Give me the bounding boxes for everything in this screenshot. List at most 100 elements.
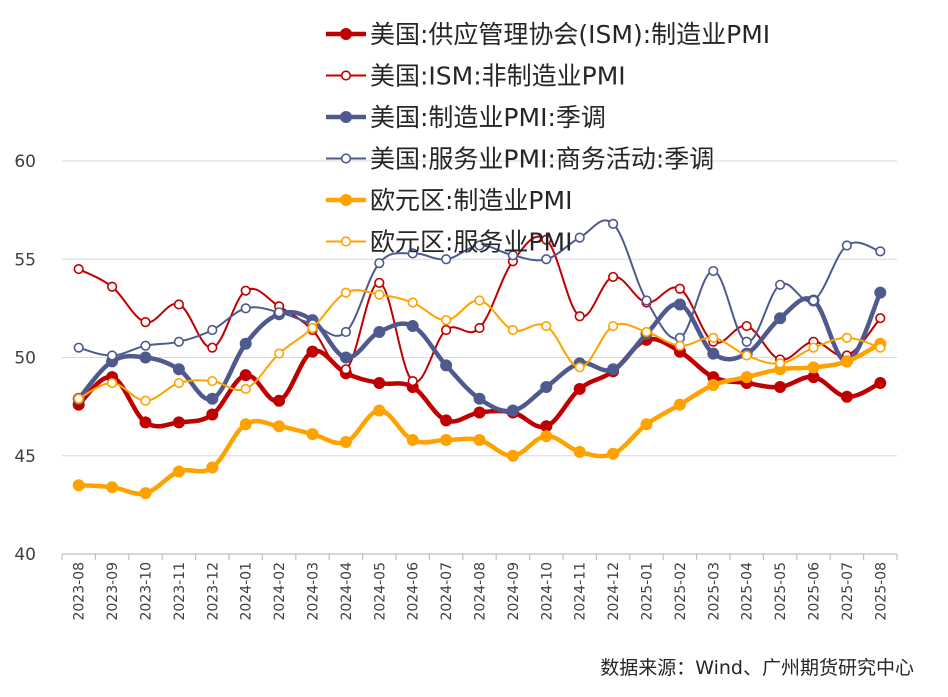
data-point [441,315,452,326]
data-point [140,340,151,351]
data-point [373,377,386,390]
data-point [674,283,686,294]
data-point [507,250,519,261]
data-point [306,345,319,358]
data-point [707,379,720,392]
data-point [441,254,452,265]
data-point [774,358,786,369]
data-point [708,332,719,343]
source-note: 数据来源：Wind、广州期货研究中心 [600,657,914,679]
data-point [273,394,286,407]
data-point [541,254,552,265]
data-point [373,404,386,417]
data-point [607,363,620,376]
x-axis [61,553,898,560]
data-point [407,297,418,308]
series-2 [73,234,886,387]
data-point [340,326,352,338]
series-1 [72,333,887,433]
x-tick-label: 2024-03 [306,562,322,621]
data-point [273,420,286,433]
data-point [740,371,753,384]
legend-item: 欧元区:服务业PMI [326,228,572,257]
data-point [140,395,151,406]
data-point [441,324,452,336]
data-point [407,375,418,387]
x-tick-label: 2025-05 [773,562,789,621]
data-point [506,404,519,417]
data-point [874,286,887,299]
legend-item: 美国:供应管理协会(ISM):制造业PMI [326,20,770,49]
data-point [173,377,184,389]
x-tick-label: 2024-09 [506,562,522,621]
data-point [106,377,118,389]
data-point [774,380,787,393]
x-tick-label: 2023-09 [105,562,121,621]
data-point [140,317,151,328]
legend-label: 美国:制造业PMI:季调 [370,103,606,132]
legend: 美国:供应管理协会(ISM):制造业PMI 美国:ISM:非制造业PMI 美国:制造… [326,20,770,257]
legend-label: 美国:ISM:非制造业PMI [370,62,626,91]
data-point [374,289,385,300]
legend-swatch-marker [340,28,352,40]
data-point [540,420,553,433]
legend-swatch-marker [340,194,352,206]
data-point [173,336,184,347]
data-point [172,416,185,429]
data-point [339,351,352,364]
data-point [406,320,419,333]
data-point [741,336,752,347]
data-point [374,258,385,269]
x-tick-label: 2025-03 [706,562,722,621]
data-point [206,408,219,421]
data-point [139,487,152,500]
legend-item: 美国:ISM:非制造业PMI [326,62,626,91]
data-point [474,322,485,334]
data-point [774,279,786,290]
data-point [473,392,486,405]
data-point [574,362,585,373]
data-point [172,465,185,478]
series-6 [73,287,886,406]
data-point [607,320,619,332]
data-point [406,434,419,447]
data-point [574,311,585,322]
x-tick-label: 2025-01 [640,562,656,621]
y-axis-ticks: 40 45 50 55 60 [14,152,36,565]
x-tick-label: 2023-11 [172,562,188,621]
data-point [841,240,853,251]
data-point [506,449,519,462]
data-point [474,240,485,251]
y-tick-label: 45 [14,447,36,467]
data-point [339,435,352,448]
data-point [340,364,352,375]
data-point [240,383,251,395]
data-point [239,337,252,350]
data-point [540,430,553,443]
data-point [774,312,787,325]
x-tick-label: 2025-07 [840,562,856,621]
data-point [473,406,486,419]
data-point [72,479,85,492]
data-point [607,271,619,283]
data-point [541,234,552,245]
data-point [106,481,119,494]
data-point [574,232,585,243]
data-point [173,299,184,310]
y-tick-label: 60 [14,152,36,172]
y-tick-label: 55 [14,250,36,270]
legend-swatch-marker [340,111,352,123]
data-point [640,418,653,431]
data-point [106,350,118,361]
data-point [807,371,820,384]
data-point [274,307,285,318]
data-point [172,363,185,376]
data-point [808,295,819,306]
data-point [340,287,352,298]
x-tick-label: 2024-06 [406,562,422,621]
x-tick-label: 2025-02 [673,562,689,621]
data-point [207,342,218,353]
data-point [741,320,752,332]
data-point [573,445,586,458]
